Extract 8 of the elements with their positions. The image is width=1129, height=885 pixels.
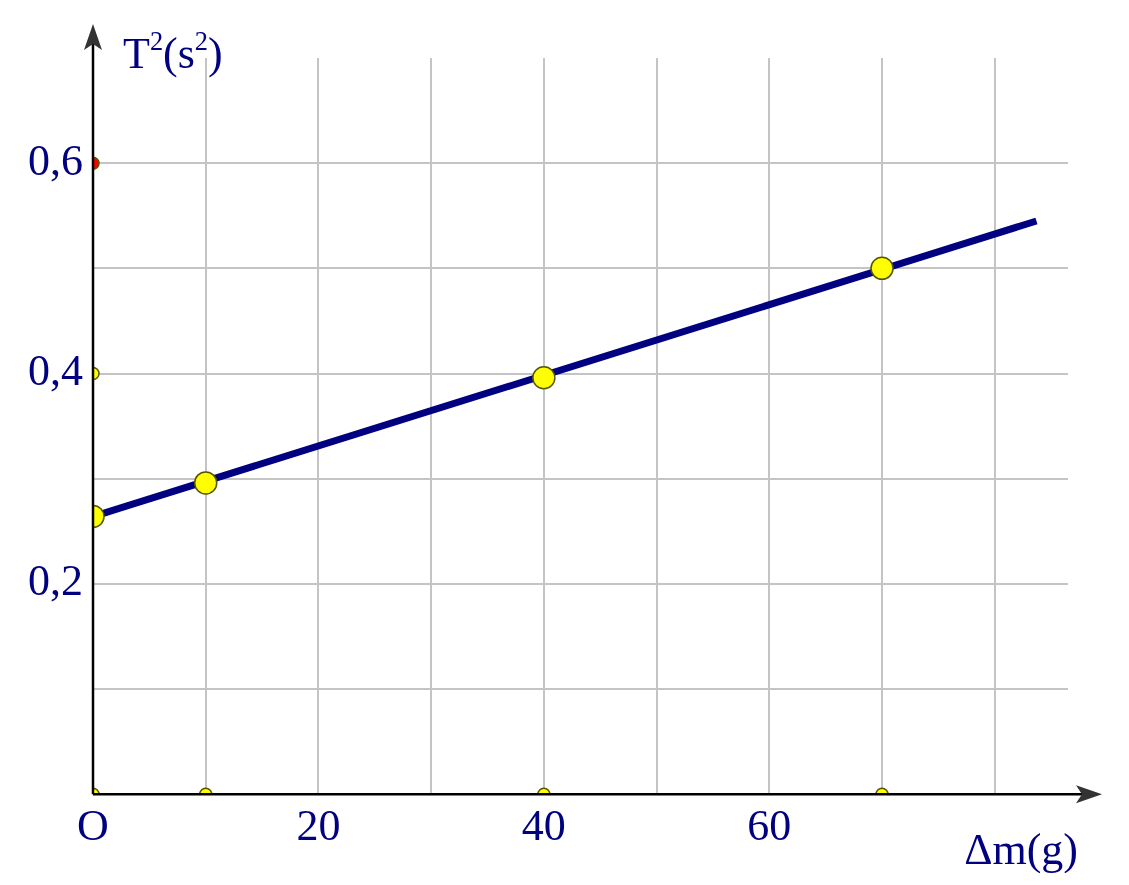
y-tick-label: 0,2 [28,556,83,606]
y-tick-label: 0,4 [28,346,83,396]
y-tick-label: 0,6 [28,135,83,185]
x-axis-title: Δm(g) [964,825,1078,875]
x-tick-label: 40 [521,801,566,851]
x-tick-label: 60 [747,801,792,851]
x-tick-label: 20 [296,801,341,851]
x-tick-label: O [77,801,109,851]
